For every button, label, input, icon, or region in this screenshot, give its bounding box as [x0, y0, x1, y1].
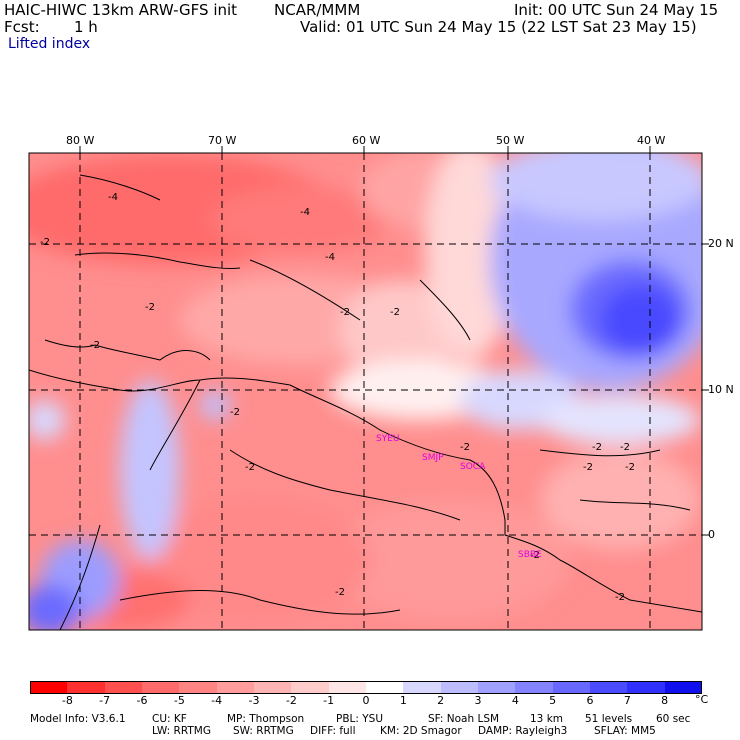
- model-title: HAIC-HIWC 13km ARW-GFS init: [4, 1, 238, 19]
- colorbar-frame: [30, 681, 702, 694]
- colorbar-swatch: [254, 681, 292, 694]
- colorbar-swatch: [515, 681, 554, 694]
- colorbar-swatch: [403, 681, 442, 694]
- colorbar-swatch: [627, 681, 666, 694]
- contour-label: -2: [615, 592, 625, 603]
- contour-label: -2: [40, 237, 50, 248]
- contour-label: -2: [90, 340, 100, 351]
- lat-label-20n: 20 N: [708, 237, 734, 250]
- colorbar-tick-label: 6: [586, 694, 594, 707]
- surface-layer-scheme: SFLAY: MM5: [594, 725, 656, 737]
- colorbar-swatch: [179, 681, 218, 694]
- organization: NCAR/MMM: [274, 1, 361, 19]
- station-syeu: SYEU: [376, 434, 399, 444]
- surface-scheme: SF: Noah LSM: [428, 713, 500, 725]
- longwave-scheme: LW: RRTMG: [152, 725, 211, 737]
- diffusion-option: DIFF: full: [310, 725, 356, 737]
- colorbar-tick-label: 8: [661, 694, 669, 707]
- colorbar-swatch: [30, 681, 68, 694]
- contour-label: -2: [625, 462, 635, 473]
- colorbar-tick-label: 1: [399, 694, 407, 707]
- colorbar-swatch: [366, 681, 404, 694]
- contour-label: -2: [390, 307, 400, 318]
- colorbar-tick-label: 0: [362, 694, 370, 707]
- coastlines: [29, 174, 702, 630]
- contour-label: -4: [108, 192, 118, 203]
- colorbar-swatch: [104, 681, 143, 694]
- colorbar-tick-label: -2: [285, 694, 297, 707]
- contour-label: -2: [530, 550, 540, 561]
- contour-label: -4: [300, 207, 310, 218]
- colorbar-swatch: [440, 681, 479, 694]
- colorbar-swatch: [216, 681, 255, 694]
- colorbar-tick-label: -5: [173, 694, 185, 707]
- contour-label: -2: [245, 462, 255, 473]
- colorbar-tick-label: 2: [437, 694, 445, 707]
- colorbar-swatch: [142, 681, 180, 694]
- colorbar-swatch: [328, 681, 367, 694]
- lon-label-80w: 80 W: [66, 134, 95, 147]
- lon-label-70w: 70 W: [208, 134, 237, 147]
- colorbar-tick-label: 3: [474, 694, 482, 707]
- contour-label: -2: [335, 587, 345, 598]
- pbl-scheme: PBL: YSU: [336, 713, 384, 725]
- contour-label: -4: [325, 252, 335, 263]
- init-time: Init: 00 UTC Sun 24 May 15: [514, 1, 719, 19]
- colorbar-unit: °C: [695, 693, 709, 706]
- colorbar-swatch: [291, 681, 330, 694]
- colorbar-tick-label: -3: [248, 694, 260, 707]
- colorbar-swatch: [664, 681, 703, 694]
- grid-spacing: 13 km: [530, 713, 564, 725]
- damping-option: DAMP: Rayleigh3: [478, 725, 568, 737]
- station-labels: SYEU SMJP SOCA SBBE: [376, 434, 542, 560]
- eddy-coefficient: KM: 2D Smagor: [380, 725, 462, 737]
- graticule: [29, 153, 702, 630]
- colorbar-tick-label: 5: [549, 694, 557, 707]
- lon-label-60w: 60 W: [352, 134, 381, 147]
- lon-label-40w: 40 W: [637, 134, 666, 147]
- colorbar-swatch: [67, 681, 106, 694]
- lon-label-50w: 50 W: [496, 134, 525, 147]
- station-soca: SOCA: [460, 462, 486, 472]
- colorbar-swatch: [552, 681, 591, 694]
- station-smjp: SMJP: [422, 453, 444, 463]
- colorbar-tick-label: -6: [136, 694, 148, 707]
- forecast-label: Fcst:: [4, 18, 40, 36]
- time-step: 60 sec: [656, 713, 691, 725]
- contour-label: -2: [145, 302, 155, 313]
- contour-label: -2: [583, 462, 593, 473]
- colorbar-swatch: [478, 681, 516, 694]
- colorbar-tick-label: 4: [511, 694, 519, 707]
- lat-label-0: 0: [708, 528, 715, 541]
- colorbar-tick-label: -8: [61, 694, 73, 707]
- colorbar-tick-label: 7: [623, 694, 631, 707]
- colorbar-swatch: [590, 681, 628, 694]
- cumulus-scheme: CU: KF: [152, 713, 187, 725]
- field-name: Lifted index: [8, 36, 91, 52]
- contour-label: -2: [620, 442, 630, 453]
- axis-ticks: [79, 146, 709, 536]
- colorbar-tick-label: -4: [211, 694, 223, 707]
- microphysics-scheme: MP: Thompson: [227, 713, 305, 725]
- contour-label: -2: [592, 442, 602, 453]
- map-frame: [28, 152, 703, 631]
- colorbar-tick-label: -1: [323, 694, 335, 707]
- vertical-levels: 51 levels: [585, 713, 633, 725]
- lat-label-10n: 10 N: [708, 383, 734, 396]
- contour-label: -2: [460, 442, 470, 453]
- contour-labels: -4 -4 -4 -2 -2 -2 -2 -2 -2 -2 -2 -2 -2 -…: [40, 192, 635, 603]
- model-info: Model Info: V3.6.1: [30, 713, 126, 725]
- shaded-field: [29, 153, 702, 630]
- contour-label: -2: [230, 407, 240, 418]
- contour-label: -2: [340, 307, 350, 318]
- shortwave-scheme: SW: RRTMG: [233, 725, 294, 737]
- forecast-hour: 1 h: [74, 18, 98, 36]
- valid-time: Valid: 01 UTC Sun 24 May 15 (22 LST Sat …: [300, 18, 697, 36]
- station-sbbe: SBBE: [518, 550, 542, 560]
- colorbar-tick-label: -7: [99, 694, 111, 707]
